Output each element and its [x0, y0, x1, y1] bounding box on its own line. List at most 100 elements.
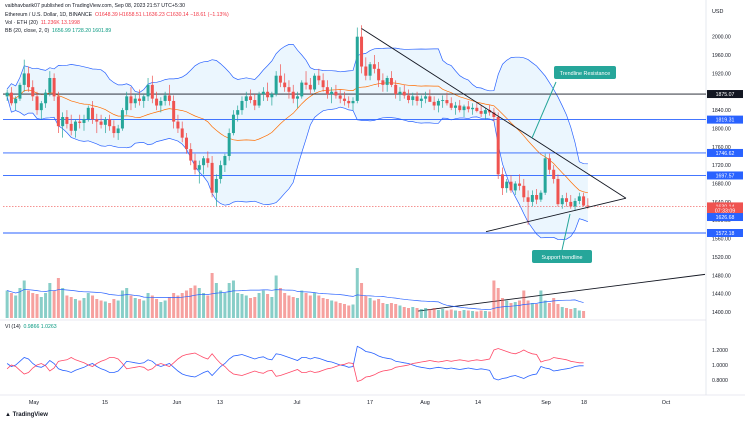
volume-bar [78, 300, 82, 318]
price-tick-label: 2000.00 [712, 35, 731, 41]
volume-bar [556, 304, 560, 318]
volume-bar [415, 308, 419, 318]
volume-bar [518, 300, 522, 318]
volume-bar [530, 303, 534, 318]
time-axis-label: 15 [102, 400, 108, 406]
candle-body [535, 195, 539, 200]
candle-body [496, 117, 500, 175]
time-axis-label: 18 [581, 400, 587, 406]
volume-bar [505, 300, 509, 318]
price-tick-label: 1400.00 [712, 310, 731, 316]
volume-bar [240, 294, 244, 318]
vi-plus-line [6, 345, 584, 381]
vi-tick-label: 1.2000 [712, 348, 728, 354]
volume-bar [488, 311, 492, 318]
volume-bar [539, 290, 543, 318]
candle-body [428, 96, 432, 102]
candle-body [569, 201, 573, 207]
volume-bar [180, 293, 184, 318]
brand-label: TradingView [12, 412, 48, 418]
candle-body [462, 106, 466, 111]
time-axis-label: Sep [541, 400, 551, 406]
symbol-line: Ethereum / U.S. Dollar, 1D, BINANCE O164… [5, 12, 229, 19]
candle-body [419, 98, 423, 101]
candle-body [300, 82, 304, 97]
candle-body [415, 96, 419, 101]
price-axis-label-box [707, 213, 743, 222]
volume-sma-values: 11.236K 13.1998 [40, 20, 80, 26]
candle-body [347, 100, 351, 104]
volume-bar [291, 297, 295, 318]
volume-bar [368, 298, 372, 318]
candle-body [381, 80, 385, 85]
candle-body [475, 107, 479, 112]
volume-bar [61, 288, 65, 318]
bollinger-fill [7, 44, 588, 240]
volume-bar [270, 297, 274, 318]
candle-body [261, 91, 265, 95]
volume-bar [14, 295, 18, 318]
price-axis-label: 07:33:09 [715, 209, 735, 215]
time-axis-label: Jul [294, 400, 301, 406]
candle-body [338, 95, 342, 99]
time-axis-label: Jun [173, 400, 182, 406]
candle-body [295, 96, 299, 99]
volume-bar [120, 290, 124, 318]
volume-bar [184, 290, 188, 318]
volume-bar [112, 299, 116, 318]
volume-bar [163, 300, 167, 318]
candle-body [364, 66, 368, 76]
volume-bar [227, 283, 231, 318]
candle-body [86, 107, 90, 120]
price-tick-label: 1920.00 [712, 71, 731, 77]
price-axis-label: 1572.18 [716, 231, 735, 237]
volume-bar [236, 293, 240, 318]
time-axis-label: Aug [420, 400, 430, 406]
candle-body [116, 128, 120, 134]
candle-body [441, 100, 445, 101]
volume-bar [355, 268, 359, 318]
candle-body [95, 119, 99, 122]
candle-body [449, 103, 453, 108]
candle-body [5, 92, 9, 97]
volume-bar [377, 299, 381, 318]
candle-body [565, 198, 569, 202]
volume-bar [73, 299, 77, 318]
volume-bar [424, 308, 428, 318]
candle-body [509, 181, 513, 191]
price-axis-label-box [707, 148, 743, 157]
price-tick-label: 1760.00 [712, 145, 731, 151]
volume-bar [483, 311, 487, 318]
candle-body [91, 107, 95, 120]
volume-bar [253, 297, 257, 318]
volume-bar [219, 290, 223, 318]
volume-bar [202, 293, 206, 318]
candle-body [471, 107, 475, 110]
candle-body [458, 105, 462, 111]
price-tick-label: 1440.00 [712, 292, 731, 298]
volume-bar [458, 311, 462, 318]
candle-body [120, 110, 124, 129]
volume-bar [278, 288, 282, 318]
price-tick-label: 1680.00 [712, 182, 731, 188]
volume-bar [325, 299, 329, 318]
volume-bar [142, 300, 146, 318]
volume-sma-line: Vol · ETH (20) 11.236K 13.1998 [5, 20, 80, 26]
price-axis-label: 1697.57 [716, 173, 735, 179]
vi-line: VI (14) 0.9866 1.0263 [5, 324, 57, 330]
volume-trendline [417, 273, 706, 312]
candle-body [385, 78, 389, 85]
candle-body [240, 100, 244, 111]
volume-bar [56, 278, 60, 318]
volume-bar [295, 298, 299, 318]
candle-body [552, 169, 556, 179]
callout-text-support: Support trendline [541, 255, 582, 261]
volume-bar [582, 311, 586, 318]
candle-body [184, 137, 188, 150]
candle-body [342, 98, 346, 101]
volume-bar [428, 309, 432, 318]
candle-body [291, 91, 295, 99]
volume-bar [471, 311, 475, 318]
candle-body [321, 80, 325, 88]
